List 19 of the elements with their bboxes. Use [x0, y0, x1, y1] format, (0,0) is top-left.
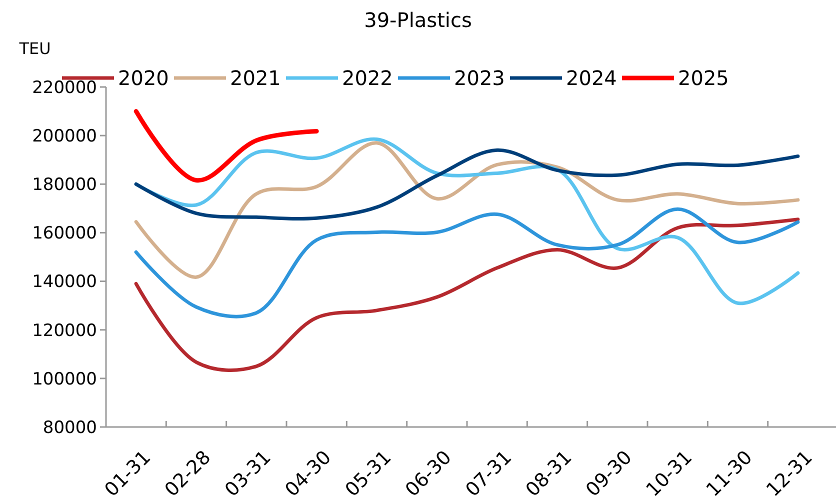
y-tick-label: 80000 [42, 418, 97, 438]
legend-label: 2022 [342, 66, 393, 90]
line-series [134, 141, 800, 279]
y-tick-label: 220000 [32, 78, 97, 98]
chart-title: 39-Plastics [364, 8, 472, 32]
legend-label: 2023 [454, 66, 505, 90]
y-tick-label: 160000 [32, 224, 97, 244]
line-series [134, 148, 800, 221]
legend-label: 2020 [118, 66, 169, 90]
line-series [134, 109, 319, 183]
legend-label: 2021 [230, 66, 281, 90]
y-tick-label: 140000 [32, 272, 97, 292]
y-tick-label: 180000 [32, 175, 97, 196]
legend-label: 2025 [678, 66, 729, 90]
legend-label: 2024 [566, 66, 617, 90]
y-tick-label: 120000 [32, 320, 97, 341]
y-tick-label: 100000 [32, 369, 97, 390]
y-tick-label: 200000 [32, 126, 97, 147]
y-axis-title: TEU [18, 39, 51, 58]
